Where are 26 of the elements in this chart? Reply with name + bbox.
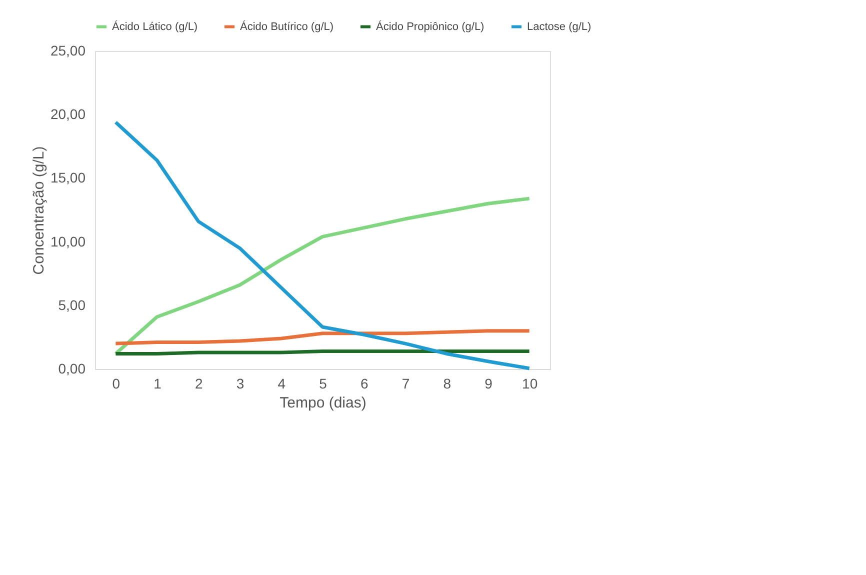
- x-tick-label: 2: [195, 376, 204, 392]
- y-tick-label: 0,00: [58, 360, 86, 376]
- legend-label: Ácido Propiônico (g/L): [376, 20, 484, 33]
- line-series: [114, 196, 532, 356]
- y-tick-label: 5,00: [58, 296, 86, 313]
- x-tick-label: 8: [443, 376, 452, 392]
- y-tick-label: 25,00: [50, 42, 86, 58]
- x-tick-label: 4: [278, 376, 286, 392]
- x-tick-label: 6: [360, 376, 368, 392]
- x-tick-label: 9: [484, 376, 493, 392]
- legend-label: Ácido Butírico (g/L): [240, 20, 334, 33]
- x-tick-label: 3: [236, 376, 244, 392]
- x-tick-label: 10: [522, 376, 538, 392]
- y-axis-title: Concentração (g/L): [30, 146, 48, 275]
- x-axis-title: Tempo (dias): [280, 394, 366, 412]
- legend-label: Ácido Lático (g/L): [112, 20, 198, 33]
- y-tick-label: 20,00: [50, 106, 86, 122]
- x-tick-label: 5: [319, 376, 328, 392]
- legend-label: Lactose (g/L): [527, 20, 592, 33]
- y-tick-label: 10,00: [50, 233, 86, 250]
- line-series: [114, 329, 532, 346]
- x-tick-label: 0: [112, 376, 120, 392]
- y-tick-label: 15,00: [50, 170, 86, 186]
- line-series: [114, 120, 532, 370]
- x-tick-label: 7: [402, 376, 410, 392]
- x-tick-label: 1: [154, 376, 162, 392]
